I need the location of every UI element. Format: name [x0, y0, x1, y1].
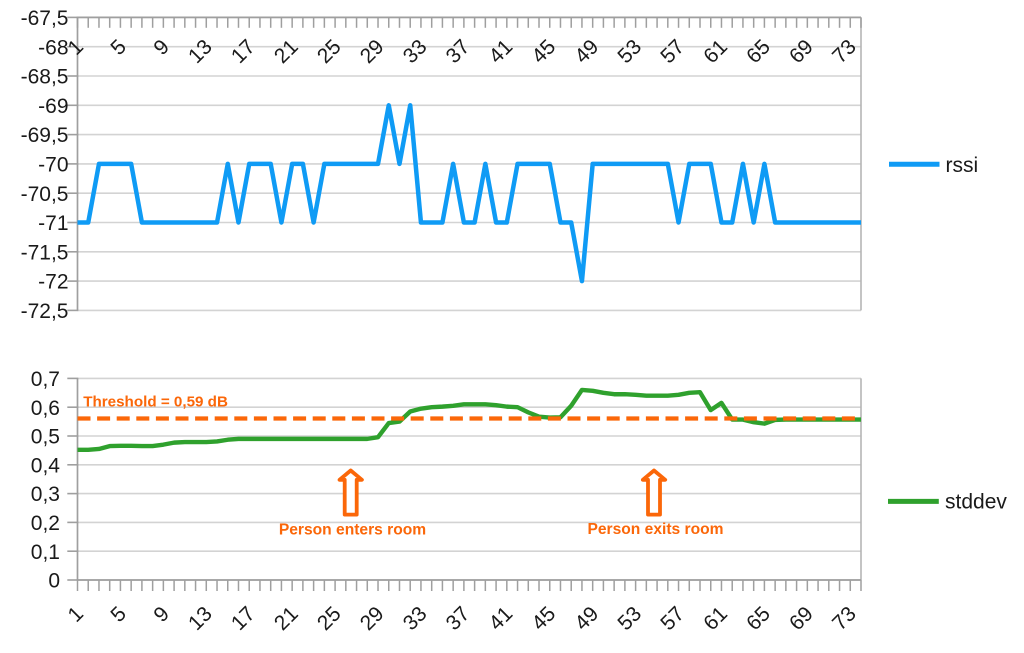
svg-text:0,3: 0,3: [31, 483, 60, 506]
svg-text:0,7: 0,7: [31, 368, 60, 391]
svg-text:-67,5: -67,5: [21, 7, 69, 30]
svg-text:0,1: 0,1: [31, 541, 60, 564]
svg-text:-69: -69: [38, 95, 68, 118]
svg-text:Person exits room: Person exits room: [587, 521, 723, 538]
svg-text:rssi: rssi: [946, 154, 979, 177]
svg-text:Threshold = 0,59 dB: Threshold = 0,59 dB: [83, 393, 228, 410]
svg-text:-72,5: -72,5: [21, 300, 69, 323]
svg-text:0: 0: [48, 570, 60, 593]
svg-text:0,6: 0,6: [31, 397, 60, 420]
svg-text:0,2: 0,2: [31, 512, 60, 535]
svg-text:0,5: 0,5: [31, 426, 60, 449]
svg-text:-70,5: -70,5: [21, 183, 69, 206]
svg-text:-71: -71: [38, 212, 68, 235]
svg-text:0,4: 0,4: [31, 454, 61, 477]
svg-text:Person enters room: Person enters room: [279, 522, 426, 539]
svg-text:stddev: stddev: [945, 491, 1007, 514]
svg-text:-68: -68: [38, 36, 68, 59]
svg-text:-71,5: -71,5: [21, 241, 69, 264]
svg-text:-70: -70: [38, 154, 68, 177]
svg-text:-68,5: -68,5: [21, 66, 69, 89]
svg-text:-72: -72: [38, 271, 68, 294]
svg-text:-69,5: -69,5: [21, 124, 69, 147]
